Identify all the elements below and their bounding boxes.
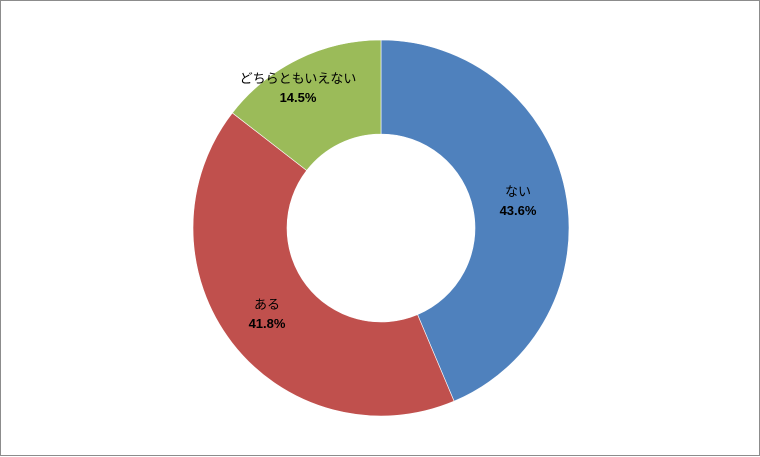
slice-value-3: 14.5% <box>280 90 317 105</box>
slices-group <box>192 39 570 417</box>
slice-label-2: ある <box>254 298 280 313</box>
slice-2 <box>192 112 455 417</box>
labels-group: ない 43.6% ある 41.8% どちらともいえない 14.5% <box>240 72 537 331</box>
slice-value-2: 41.8% <box>249 316 286 331</box>
slice-1 <box>380 39 570 402</box>
slice-label-1: ない <box>505 185 531 200</box>
slice-value-1: 43.6% <box>500 203 537 218</box>
slice-3 <box>231 39 382 171</box>
slice-label-3: どちらともいえない <box>240 72 357 87</box>
